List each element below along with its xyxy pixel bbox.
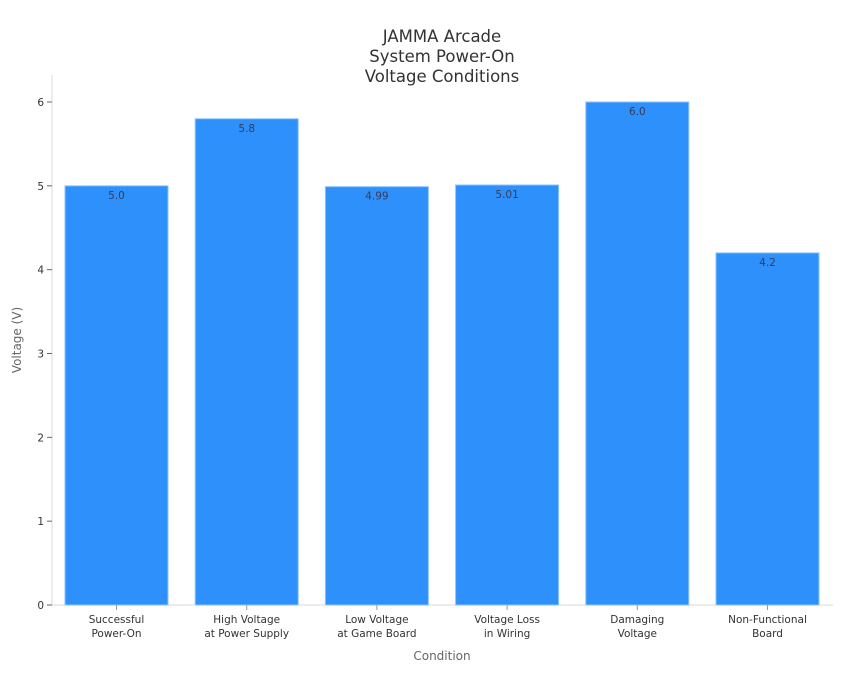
chart-axes (51, 75, 833, 606)
x-tick-label: Power-On (91, 628, 141, 640)
x-tick-label: High Voltage (213, 614, 280, 626)
chart-title-line: System Power-On (369, 47, 514, 66)
bar-value-label: 5.0 (108, 190, 125, 202)
y-tick-label: 0 (37, 600, 44, 612)
x-tick-label: at Game Board (337, 628, 416, 640)
x-tick-label: Non-Functional (728, 614, 807, 626)
bar (715, 252, 820, 606)
chart-title-line: JAMMA Arcade (382, 27, 501, 46)
bar-value-label: 6.0 (629, 106, 646, 118)
bar-value-label: 4.2 (759, 257, 776, 269)
bar (585, 101, 690, 606)
x-tick-label: Low Voltage (345, 614, 408, 626)
y-axis-ticks: 0 1 2 3 4 5 6 (37, 97, 52, 612)
y-tick-label: 1 (37, 516, 44, 528)
x-tick-label: Damaging (610, 614, 664, 626)
x-tick-label: Board (752, 628, 783, 640)
chart-title-line: Voltage Conditions (365, 67, 519, 86)
x-tick-label: in Wiring (484, 628, 531, 640)
bar-value-label: 5.01 (495, 189, 518, 201)
bar (455, 184, 560, 606)
y-tick-label: 5 (37, 181, 44, 193)
x-tick-label: at Power Supply (204, 628, 289, 640)
x-tick-label: Successful (89, 614, 145, 626)
y-axis-title: Voltage (V) (10, 307, 24, 373)
bar (64, 185, 169, 606)
y-tick-label: 4 (37, 265, 44, 277)
y-tick-label: 6 (37, 97, 44, 109)
bar-value-label: 4.99 (365, 191, 388, 203)
x-tick-label: Voltage (618, 628, 657, 640)
x-tick-label: Voltage Loss (474, 614, 540, 626)
y-tick-label: 2 (37, 432, 44, 444)
bars: 5.0 5.8 4.99 5.01 6.0 4.2 (64, 101, 820, 606)
x-axis-ticks: Successful Power-On High Voltage at Power S… (89, 605, 807, 640)
y-tick-label: 3 (37, 349, 44, 361)
bar (194, 118, 299, 606)
bar (324, 186, 429, 606)
x-axis-title: Condition (413, 649, 470, 663)
bar-value-label: 5.8 (238, 123, 255, 135)
